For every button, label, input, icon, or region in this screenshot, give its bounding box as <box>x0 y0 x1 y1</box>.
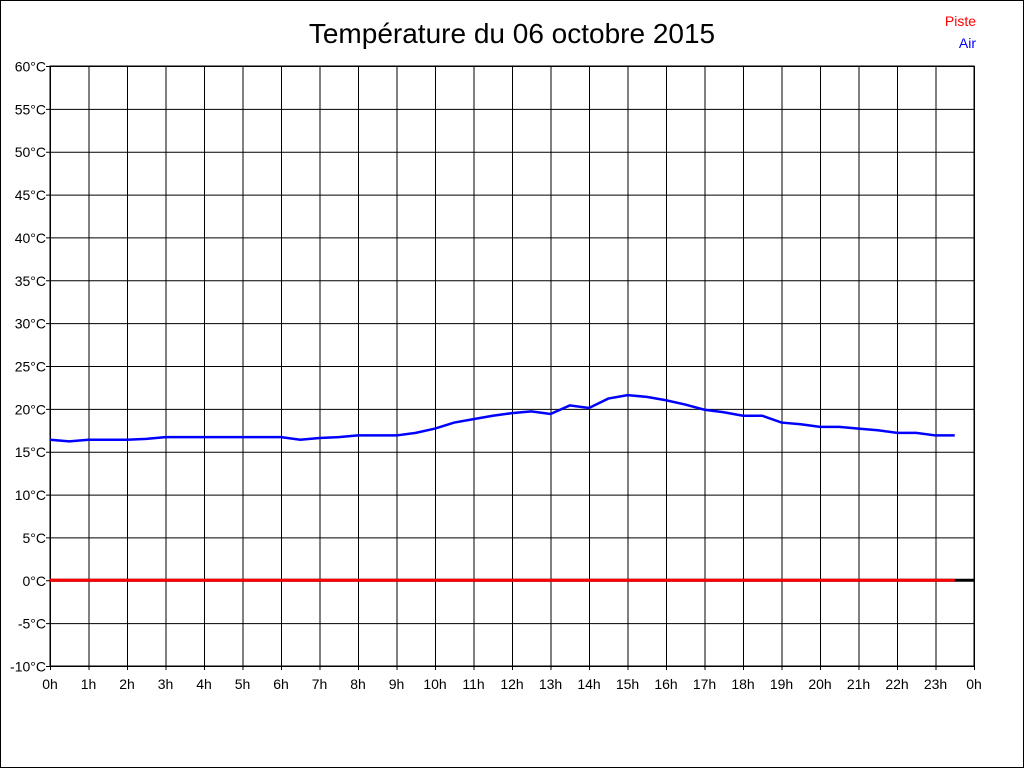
y-tick-label: 40°C <box>15 230 46 246</box>
x-tick-label: 9h <box>389 676 405 692</box>
y-tick-label: 55°C <box>15 101 46 117</box>
y-tick-label: 35°C <box>15 273 46 289</box>
x-tick-label: 8h <box>350 676 366 692</box>
x-tick-label: 22h <box>885 676 908 692</box>
x-tick-label: 20h <box>808 676 831 692</box>
series-line-air <box>49 393 955 443</box>
x-tick-label: 13h <box>539 676 562 692</box>
x-tick-label: 10h <box>423 676 446 692</box>
x-tick-label: 17h <box>693 676 716 692</box>
x-tick-label: 15h <box>616 676 639 692</box>
y-tick-label: 50°C <box>15 144 46 160</box>
x-tick-label: 12h <box>500 676 523 692</box>
chart-title: Température du 06 octobre 2015 <box>308 18 716 49</box>
y-tick-label: 45°C <box>15 187 46 203</box>
x-tick-label: 6h <box>273 676 289 692</box>
y-tick-label: 60°C <box>15 59 46 75</box>
legend-piste: Piste <box>944 13 976 29</box>
x-tick-label: 4h <box>196 676 212 692</box>
legend-air: Air <box>958 35 976 51</box>
y-tick-label: -5°C <box>18 616 46 632</box>
y-tick-label: 5°C <box>23 530 47 546</box>
x-tick-label: 0h <box>42 676 58 692</box>
x-tick-label: 7h <box>312 676 328 692</box>
x-tick-label: 11h <box>462 676 484 692</box>
x-tick-label: 21h <box>847 676 870 692</box>
y-tick-label: 25°C <box>15 359 46 375</box>
y-tick-label: 15°C <box>15 444 46 460</box>
x-tick-label: 5h <box>235 676 251 692</box>
y-tick-label: 30°C <box>15 316 46 332</box>
x-tick-label: 0h <box>966 676 982 692</box>
x-tick-label: 14h <box>577 676 600 692</box>
x-tick-label: 18h <box>731 676 754 692</box>
y-tick-label: 20°C <box>15 401 46 417</box>
y-tick-label: 10°C <box>15 487 46 503</box>
y-tick-label: 0°C <box>23 573 47 589</box>
y-tick-label: -10°C <box>10 659 46 675</box>
x-tick-label: 1h <box>81 676 97 692</box>
x-tick-label: 16h <box>654 676 677 692</box>
x-tick-label: 19h <box>770 676 793 692</box>
x-tick-label: 3h <box>158 676 174 692</box>
x-tick-label: 23h <box>924 676 947 692</box>
x-tick-label: 2h <box>119 676 135 692</box>
